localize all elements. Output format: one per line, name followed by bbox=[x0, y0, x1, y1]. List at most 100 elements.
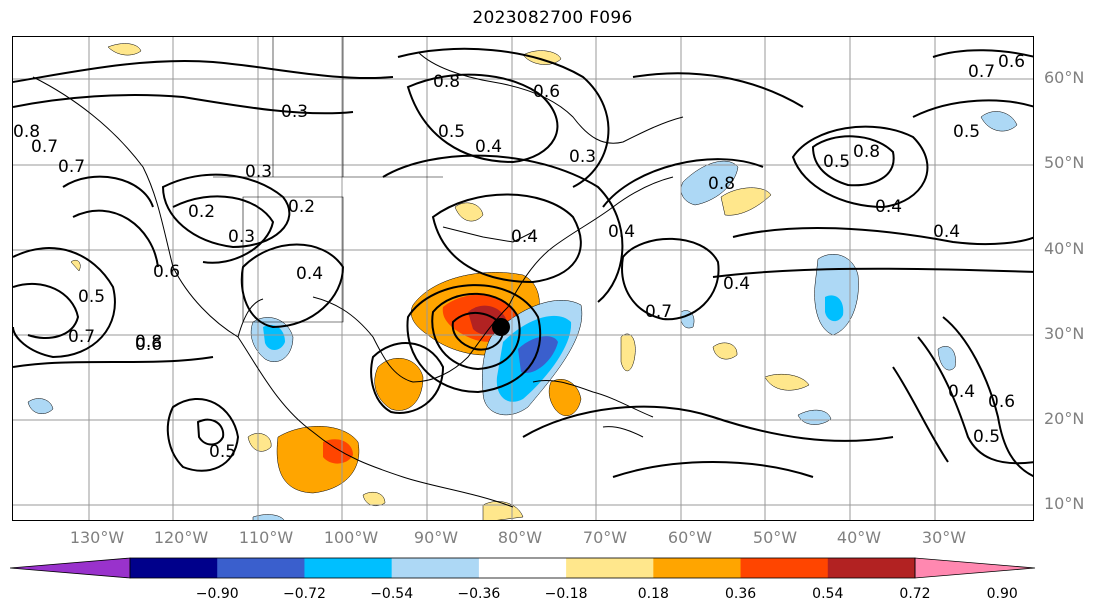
lat-label-60n: 60°N bbox=[1044, 68, 1085, 87]
lon-label-50w: 50°W bbox=[752, 528, 798, 547]
cold-patch-east-2 bbox=[937, 346, 956, 371]
warm-anomaly-gulf bbox=[374, 358, 424, 411]
warm-patch-pacific bbox=[70, 259, 81, 272]
cold-patch-pacific-1 bbox=[27, 398, 54, 414]
colorbar-segment bbox=[130, 558, 218, 578]
lat-label-10n: 10°N bbox=[1044, 494, 1085, 513]
contour-label: 0.7 bbox=[645, 302, 672, 322]
contour-label: 0.2 bbox=[288, 197, 315, 217]
lon-label-120w: 120°W bbox=[153, 528, 209, 547]
map-canvas: 0.8 0.3 0.5 0.4 0.6 0.3 0.7 0.7 0.6 0.8 … bbox=[13, 37, 1033, 520]
colorbar-segment bbox=[391, 558, 480, 578]
contour-label: 0.5 bbox=[823, 152, 850, 172]
cold-anomaly-atlantic-inner bbox=[518, 336, 558, 373]
contour-label: 0.7 bbox=[58, 157, 85, 177]
colorbar-tick-label: 0.36 bbox=[724, 586, 757, 602]
graticule bbox=[13, 37, 1033, 520]
colorbar-tick-label: −0.54 bbox=[370, 586, 414, 602]
contour-label: 0.6 bbox=[135, 335, 162, 355]
warm-anomaly-canada-east bbox=[720, 187, 772, 216]
contour-label: 0.6 bbox=[533, 82, 560, 102]
colorbar-frame bbox=[129, 557, 916, 579]
contour-label: 0.7 bbox=[68, 327, 95, 347]
lon-label-110w: 110°W bbox=[238, 528, 294, 547]
colorbar-segment bbox=[217, 558, 305, 578]
contour-label: 0.3 bbox=[569, 147, 596, 167]
lat-label-40n: 40°N bbox=[1044, 239, 1085, 258]
lon-label-30w: 30°W bbox=[921, 528, 967, 547]
contour-label: 0.5 bbox=[438, 122, 465, 142]
colorbar-tick-label: 0.18 bbox=[637, 586, 669, 602]
shaded-anomalies bbox=[27, 43, 1018, 520]
storm-center-dot bbox=[492, 318, 510, 336]
cold-anomaly-canada-east bbox=[680, 160, 739, 206]
contour-label: 0.5 bbox=[973, 427, 1000, 447]
contour-label: 0.8 bbox=[13, 122, 40, 142]
contour-label: 0.4 bbox=[511, 227, 538, 247]
contour-label: 0.4 bbox=[875, 197, 902, 217]
contour-label: 0.7 bbox=[31, 137, 58, 157]
warm-patch-north bbox=[107, 43, 142, 56]
lon-label-90w: 90°W bbox=[413, 528, 459, 547]
colorbar-extend-low bbox=[10, 557, 131, 579]
lat-label-20n: 20°N bbox=[1044, 409, 1085, 428]
colorbar-segment bbox=[653, 558, 742, 578]
cold-anomaly-mexico-core bbox=[263, 324, 285, 351]
map-panel: 0.8 0.3 0.5 0.4 0.6 0.3 0.7 0.7 0.6 0.8 … bbox=[12, 36, 1034, 521]
warm-patch-atlantic-1 bbox=[620, 333, 636, 372]
contour-label: 0.3 bbox=[245, 162, 272, 182]
contour-label: 0.5 bbox=[78, 287, 105, 307]
contour-label: 0.4 bbox=[475, 137, 502, 157]
coastlines bbox=[32, 37, 684, 508]
contour-label: 0.4 bbox=[608, 222, 635, 242]
colorbar-segment bbox=[740, 558, 829, 578]
contour-label: 0.5 bbox=[953, 122, 980, 142]
colorbar-tick-label: 0.54 bbox=[812, 586, 844, 602]
colorbar-segment bbox=[304, 558, 393, 578]
lon-label-80w: 80°W bbox=[497, 528, 543, 547]
cold-patch-east-3 bbox=[797, 409, 832, 425]
colorbar-tick-label: −0.90 bbox=[195, 586, 239, 602]
colorbar-tick-label: −0.36 bbox=[457, 586, 501, 602]
contour-lines bbox=[13, 47, 1033, 478]
warm-patch-great-lakes bbox=[454, 202, 484, 222]
contour-label: 0.5 bbox=[209, 442, 236, 462]
colorbar-segment bbox=[566, 558, 654, 578]
colorbar-tick-label: −0.72 bbox=[282, 586, 326, 602]
contour-label: 0.6 bbox=[988, 392, 1015, 412]
contour-label: 0.6 bbox=[153, 262, 180, 282]
lon-label-130w: 130°W bbox=[69, 528, 125, 547]
colorbar-tick-label: 0.72 bbox=[899, 586, 931, 602]
colorbar-tick-label: −0.18 bbox=[544, 586, 588, 602]
contour-label: 0.4 bbox=[948, 382, 975, 402]
warm-anomaly-mexico-edge bbox=[247, 433, 272, 452]
lon-label-100w: 100°W bbox=[323, 528, 379, 547]
contour-label: 0.2 bbox=[188, 202, 215, 222]
warm-patch-atlantic-2 bbox=[712, 342, 738, 360]
colorbar-extend-high bbox=[914, 557, 1036, 579]
contour-label: 0.7 bbox=[968, 62, 995, 82]
map-title: 2023082700 F096 bbox=[472, 8, 633, 28]
contour-label: 0.3 bbox=[281, 102, 308, 122]
lon-label-60w: 60°W bbox=[667, 528, 713, 547]
colorbar-tick-label: 0.90 bbox=[986, 586, 1018, 602]
warm-anomaly-caribbean bbox=[548, 379, 582, 417]
contour-label: 0.8 bbox=[708, 174, 735, 194]
contour-label: 0.4 bbox=[296, 264, 323, 284]
contour-labels: 0.8 0.3 0.5 0.4 0.6 0.3 0.7 0.7 0.6 0.8 … bbox=[13, 52, 1025, 462]
colorbar-segment bbox=[478, 558, 567, 578]
contour-label: 0.4 bbox=[723, 274, 750, 294]
contour-label: 0.6 bbox=[998, 52, 1025, 72]
lon-label-70w: 70°W bbox=[582, 528, 628, 547]
contour-label: 0.3 bbox=[228, 227, 255, 247]
lat-label-50n: 50°N bbox=[1044, 153, 1085, 172]
contour-label: 0.4 bbox=[933, 222, 960, 242]
colorbar bbox=[10, 557, 1036, 579]
cold-patch-south bbox=[252, 514, 285, 520]
warm-patch-atlantic-3 bbox=[764, 374, 810, 391]
warm-patch-south-mexico bbox=[362, 492, 386, 506]
contour-label: 0.8 bbox=[853, 142, 880, 162]
lon-label-40w: 40°W bbox=[836, 528, 882, 547]
warm-patch-alaska bbox=[522, 50, 562, 65]
cold-patch-east-1 bbox=[980, 111, 1018, 132]
